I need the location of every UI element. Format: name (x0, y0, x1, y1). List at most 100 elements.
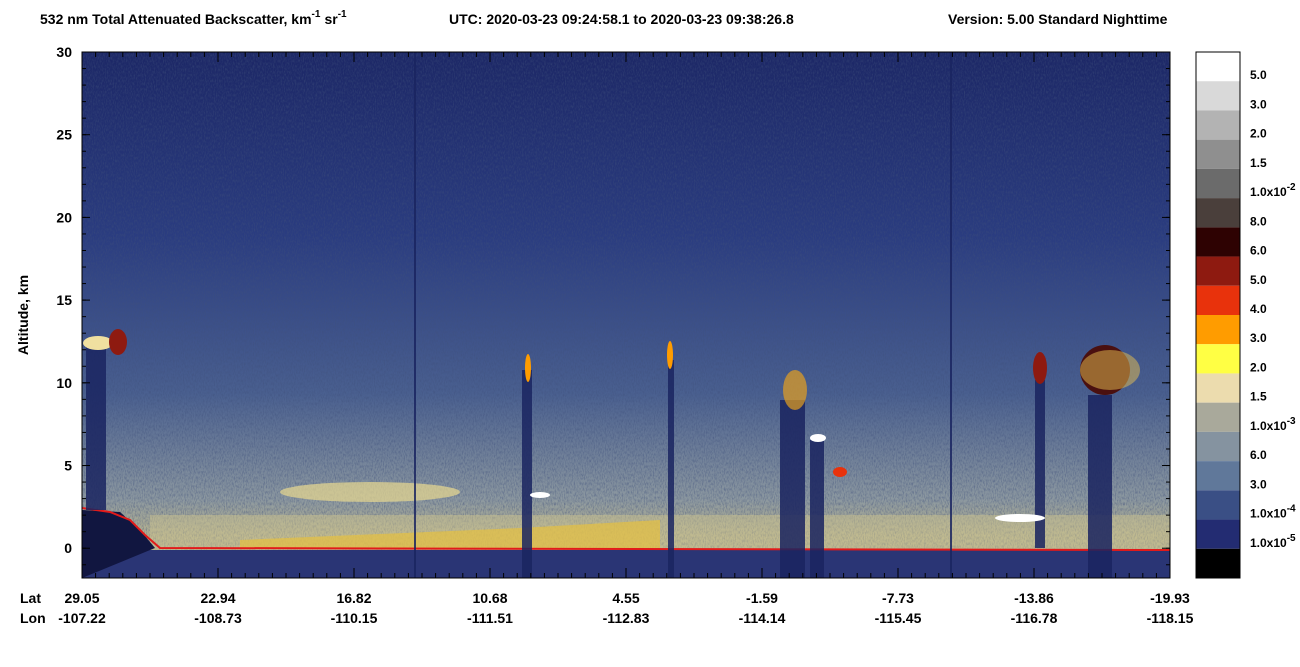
colorbar-label: 3.0 (1250, 331, 1267, 345)
lon-label: -108.73 (194, 610, 242, 626)
lon-label: -118.15 (1147, 610, 1194, 626)
colorbar-box (1196, 490, 1240, 520)
colorbar-label-text: 6.0 (1250, 448, 1267, 462)
colorbar-label: 1.0x10-3 (1250, 416, 1296, 433)
colorbar-label-text: 5.0 (1250, 68, 1267, 82)
colorbar-box (1196, 110, 1240, 140)
colorbar-label-text: 1.0x10 (1250, 536, 1287, 550)
curtain-image (82, 52, 1170, 578)
title-unit: sr (324, 11, 338, 27)
lat-label: 29.05 (64, 590, 99, 606)
lat-label: 16.82 (336, 590, 371, 606)
colorbar-label-text: 3.0 (1250, 477, 1267, 491)
colorbar-box (1196, 315, 1240, 345)
colorbar-label-text: 1.5 (1250, 390, 1267, 404)
y-tick-label: 15 (56, 292, 72, 308)
lon-label: -107.22 (58, 610, 106, 626)
colorbar-box (1196, 285, 1240, 315)
lon-label: -115.45 (875, 610, 922, 626)
colorbar-label: 8.0 (1250, 214, 1267, 228)
y-tick-label: 25 (56, 127, 72, 143)
colorbar-box (1196, 139, 1240, 169)
colorbar-box (1196, 81, 1240, 111)
colorbar-label: 3.0 (1250, 477, 1267, 491)
colorbar-label-text: 4.0 (1250, 302, 1267, 316)
colorbar-box (1196, 227, 1240, 257)
colorbar-box (1196, 52, 1240, 82)
x-row-label: Lon (20, 610, 46, 626)
title-utc: UTC: 2020-03-23 09:24:58.1 to 2020-03-23… (449, 11, 794, 27)
terrain (82, 510, 155, 578)
x-row-label: Lat (20, 590, 41, 606)
colorbar-label: 1.0x10-5 (1250, 533, 1296, 550)
cloud-shadows (86, 52, 1112, 578)
colorbar-label: 2.0 (1250, 360, 1267, 374)
colorbar-label: 4.0 (1250, 302, 1267, 316)
colorbar-box (1196, 256, 1240, 286)
surface-line (82, 507, 1170, 551)
colorbar-label-text: 3.0 (1250, 97, 1267, 111)
lat-label: 10.68 (472, 590, 507, 606)
lat-label: -13.86 (1014, 590, 1054, 606)
clouds (83, 329, 1140, 522)
lat-label: -1.59 (746, 590, 778, 606)
lon-label: -111.51 (467, 610, 513, 626)
colorbar-label-text: 2.0 (1250, 360, 1267, 374)
aerosol-layer (280, 482, 460, 502)
colorbar-label-exp: -2 (1287, 182, 1296, 193)
surface-layer (240, 520, 660, 548)
colorbar: 5.03.02.01.51.0x10-28.06.05.04.03.02.01.… (1195, 51, 1296, 579)
colorbar-box (1196, 431, 1240, 462)
colorbar-label: 1.5 (1250, 156, 1267, 170)
chart-title: 532 nm Total Attenuated Backscatter, km-… (40, 9, 347, 27)
colorbar-label: 5.0 (1250, 273, 1267, 287)
colorbar-label-text: 1.0x10 (1250, 419, 1287, 433)
lat-label: 22.94 (200, 590, 235, 606)
colorbar-label: 6.0 (1250, 448, 1267, 462)
colorbar-label-text: 3.0 (1250, 331, 1267, 345)
colorbar-label-text: 2.0 (1250, 127, 1267, 141)
lat-label: -7.73 (882, 590, 914, 606)
title-version: Version: 5.00 Standard Nighttime (948, 11, 1168, 27)
colorbar-label-text: 1.5 (1250, 156, 1267, 170)
colorbar-label: 2.0 (1250, 127, 1267, 141)
colorbar-label: 3.0 (1250, 97, 1267, 111)
colorbar-label-text: 5.0 (1250, 273, 1267, 287)
title-exp: -1 (312, 9, 321, 20)
title-main: 532 nm Total Attenuated Backscatter, km (40, 11, 312, 27)
colorbar-box (1196, 461, 1240, 491)
lon-label: -114.14 (739, 610, 786, 626)
colorbar-box (1196, 548, 1240, 578)
y-tick-label: 5 (64, 458, 72, 474)
lon-label: -110.15 (331, 610, 378, 626)
colorbar-frame (1195, 51, 1241, 579)
colorbar-box (1196, 402, 1240, 432)
y-tick-label: 30 (56, 44, 72, 60)
colorbar-label-exp: -4 (1287, 504, 1296, 515)
y-tick-label: 10 (56, 375, 72, 391)
colorbar-box (1196, 198, 1240, 228)
title-exp: -1 (338, 9, 347, 20)
colorbar-label-exp: -5 (1287, 533, 1296, 544)
colorbar-label: 1.5 (1250, 390, 1267, 404)
y-tick-label: 20 (56, 209, 72, 225)
y-tick-label: 0 (64, 540, 72, 556)
colorbar-label-text: 1.0x10 (1250, 507, 1287, 521)
lon-label: -116.78 (1011, 610, 1058, 626)
colorbar-label-text: 6.0 (1250, 244, 1267, 258)
colorbar-box (1196, 519, 1240, 549)
colorbar-label-exp: -3 (1287, 416, 1296, 427)
colorbar-label: 6.0 (1250, 244, 1267, 258)
lat-label: -19.93 (1150, 590, 1190, 606)
colorbar-label-text: 1.0x10 (1250, 185, 1287, 199)
y-axis-title: Altitude, km (15, 275, 31, 355)
colorbar-label: 1.0x10-2 (1250, 182, 1296, 199)
colorbar-box (1196, 168, 1240, 199)
colorbar-box (1196, 344, 1240, 374)
colorbar-label: 1.0x10-4 (1250, 504, 1296, 521)
colorbar-box (1196, 373, 1240, 403)
lon-label: -112.83 (603, 610, 650, 626)
colorbar-label-text: 8.0 (1250, 214, 1267, 228)
lat-label: 4.55 (612, 590, 639, 606)
